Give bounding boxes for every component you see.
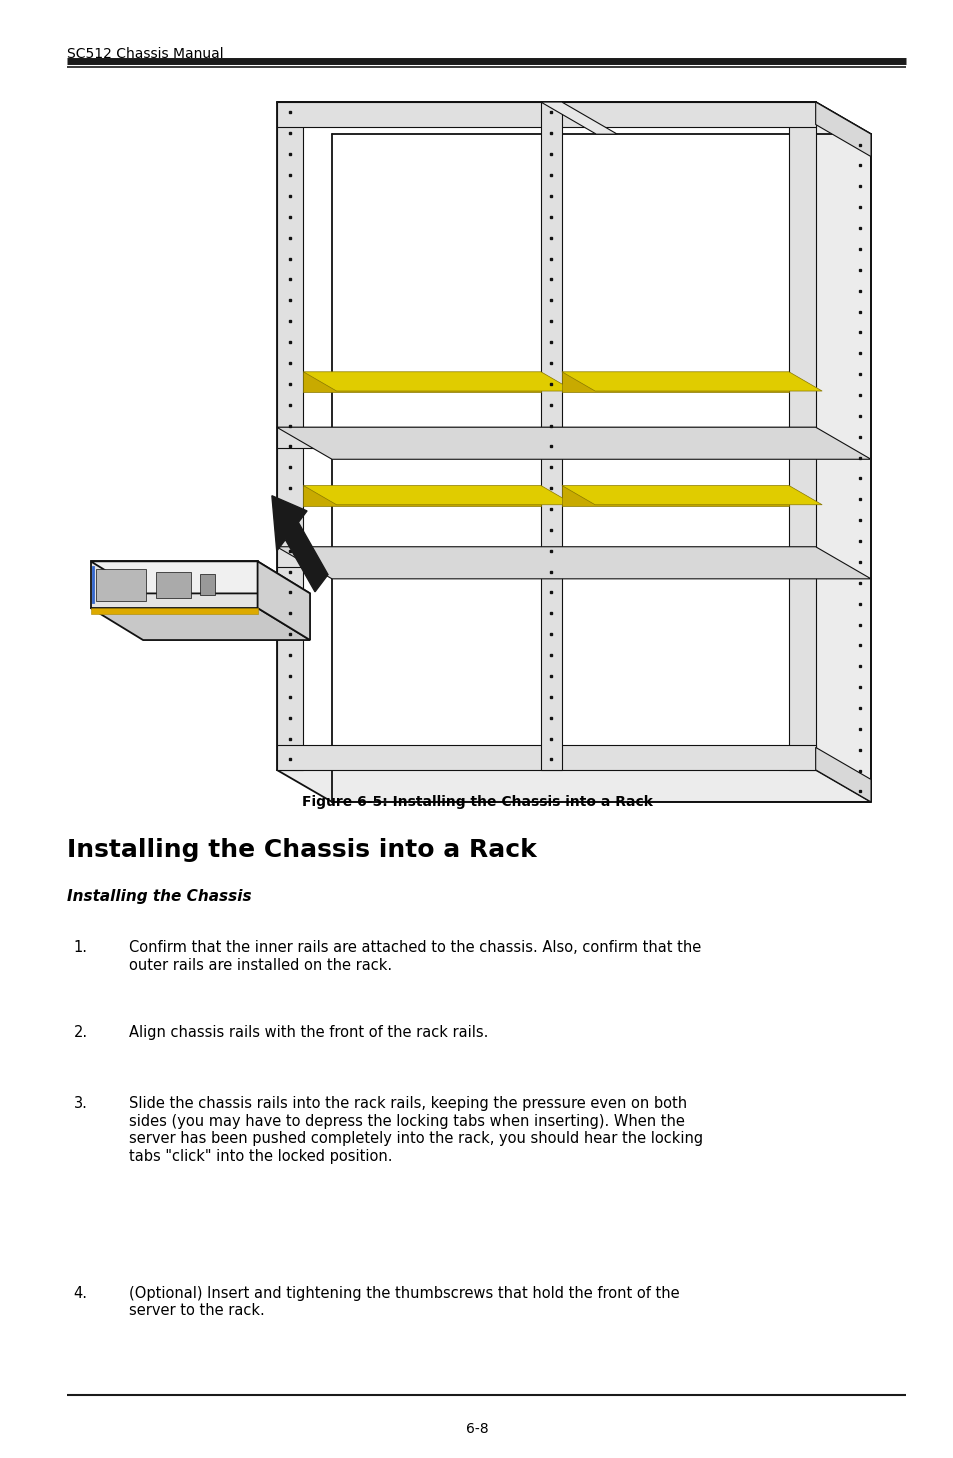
Polygon shape [276, 427, 815, 448]
Text: Installing the Chassis: Installing the Chassis [67, 889, 252, 904]
Text: Slide the chassis rails into the rack rails, keeping the pressure even on both
s: Slide the chassis rails into the rack ra… [129, 1096, 702, 1163]
Polygon shape [788, 102, 815, 770]
FancyArrow shape [272, 496, 328, 592]
Text: SC512 Chassis Manual: SC512 Chassis Manual [67, 47, 223, 61]
Polygon shape [815, 102, 870, 156]
Polygon shape [276, 102, 870, 134]
Text: 6-8: 6-8 [465, 1422, 488, 1436]
Polygon shape [303, 372, 574, 391]
Polygon shape [276, 102, 815, 127]
Polygon shape [91, 608, 257, 614]
Text: Confirm that the inner rails are attached to the chassis. Also, confirm that the: Confirm that the inner rails are attache… [129, 940, 700, 972]
Polygon shape [303, 372, 540, 392]
Polygon shape [303, 486, 574, 504]
Polygon shape [200, 574, 214, 595]
Text: Align chassis rails with the front of the rack rails.: Align chassis rails with the front of th… [129, 1025, 488, 1040]
Text: 1.: 1. [73, 940, 88, 955]
Text: Installing the Chassis into a Rack: Installing the Chassis into a Rack [67, 838, 536, 862]
Polygon shape [276, 547, 870, 579]
Text: 4.: 4. [73, 1286, 88, 1301]
Polygon shape [276, 770, 870, 802]
Polygon shape [155, 572, 191, 598]
Polygon shape [257, 561, 310, 640]
Polygon shape [276, 427, 870, 459]
Polygon shape [540, 102, 561, 770]
Polygon shape [561, 486, 821, 504]
Polygon shape [276, 547, 815, 567]
Polygon shape [561, 372, 821, 391]
Polygon shape [561, 372, 788, 392]
Polygon shape [96, 569, 146, 601]
Polygon shape [540, 102, 617, 134]
Text: Figure 6-5: Installing the Chassis into a Rack: Figure 6-5: Installing the Chassis into … [301, 795, 652, 809]
Polygon shape [276, 102, 303, 770]
Polygon shape [303, 486, 540, 506]
Polygon shape [276, 745, 815, 770]
Polygon shape [91, 561, 257, 608]
Text: 2.: 2. [73, 1025, 88, 1040]
Polygon shape [91, 608, 310, 640]
Polygon shape [561, 486, 788, 506]
Text: 3.: 3. [73, 1096, 88, 1111]
Polygon shape [276, 102, 815, 770]
Polygon shape [815, 748, 870, 802]
Polygon shape [815, 102, 870, 802]
Polygon shape [91, 561, 310, 593]
Text: (Optional) Insert and tightening the thumbscrews that hold the front of the
serv: (Optional) Insert and tightening the thu… [129, 1286, 679, 1318]
